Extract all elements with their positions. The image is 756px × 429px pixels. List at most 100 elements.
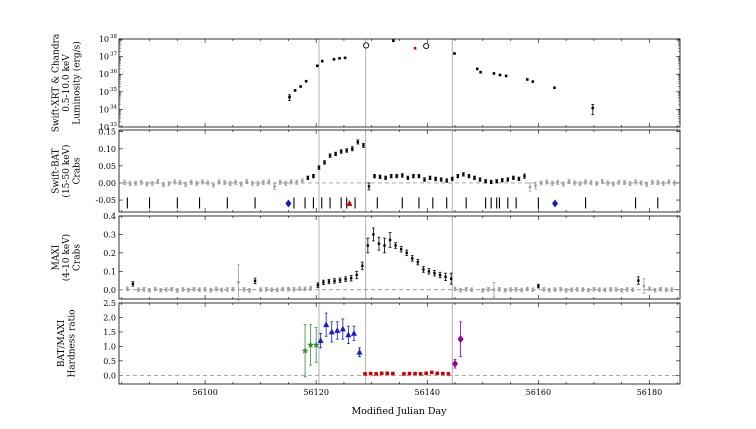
- observation-diamond-marker: [552, 199, 559, 208]
- maxi-black-point: [131, 282, 135, 286]
- bat-black-point: [378, 175, 382, 179]
- xrt-point: [320, 59, 324, 63]
- maxi-gray-point: [192, 288, 196, 291]
- maxi-gray-point: [653, 288, 657, 292]
- bat-gray-point: [145, 182, 148, 186]
- maxi-gray-point: [126, 287, 129, 291]
- bat-black-point: [334, 152, 337, 156]
- bat-gray-point: [217, 180, 221, 184]
- bat-gray-point: [589, 181, 593, 184]
- bat-black-point: [445, 179, 448, 182]
- bat-gray-point: [662, 182, 665, 185]
- maxi-black-point: [405, 251, 408, 255]
- xrt-point: [504, 74, 508, 78]
- bat-gray-point: [545, 180, 548, 184]
- bat-black-point: [373, 174, 376, 178]
- bat-gray-point: [140, 181, 143, 184]
- maxi-black-point: [388, 238, 392, 242]
- y-tick-label: 10: [99, 105, 109, 114]
- maxi-black-point: [416, 260, 420, 264]
- blue-triangle-point: [350, 329, 357, 336]
- maxi-gray-point: [165, 288, 168, 291]
- maxi-gray-point: [292, 288, 296, 291]
- panel-bat: -0.05 0.00 0.05 0.10 0.15 Swift-BAT (15-50 keV…: [52, 128, 681, 213]
- maxi-black-point: [444, 275, 447, 279]
- bat-black-point: [428, 176, 432, 180]
- maxi-gray-point: [587, 288, 590, 292]
- maxi-gray-point: [548, 288, 551, 292]
- maxi-gray-point: [503, 288, 507, 292]
- red-square-point: [363, 372, 367, 376]
- y-tick-label-exponent: 34: [110, 104, 117, 110]
- red-square-point: [407, 371, 412, 376]
- bat-black-point: [345, 149, 348, 152]
- bat-gray-point: [251, 182, 254, 185]
- axes-frame: [118, 215, 681, 300]
- bat-gray-point: [151, 182, 154, 185]
- maxi-gray-point: [526, 287, 529, 291]
- red-square-point: [424, 371, 428, 376]
- xrt-point: [304, 79, 308, 83]
- bat-black-point: [362, 144, 365, 147]
- red-square-point: [391, 371, 395, 376]
- maxi-gray-point: [287, 287, 290, 291]
- bat-black-point: [351, 147, 354, 150]
- bat-black-point: [495, 180, 498, 183]
- maxi-gray-point: [459, 288, 462, 292]
- maxi-gray-point: [631, 288, 634, 291]
- x-tick-label: 56180: [637, 388, 662, 397]
- bat-black-point: [328, 154, 332, 157]
- xrt-point: [392, 39, 395, 43]
- maxi-black-point: [427, 270, 431, 273]
- maxi-gray-point: [159, 288, 162, 292]
- bat-gray-point: [295, 181, 298, 184]
- maxi-gray-point: [487, 288, 490, 291]
- maxi-gray-point: [187, 288, 190, 292]
- maxi-black-point: [399, 248, 403, 251]
- bat-black-point: [339, 150, 343, 153]
- red-square-point: [418, 372, 423, 376]
- panel-maxi: 0.0 0.1 0.2 0.3 0.4 MAXI (4-10 keV) Crabs: [52, 212, 681, 301]
- bat-gray-point: [617, 181, 621, 184]
- y-tick-label: 0.05: [98, 162, 116, 171]
- maxi-gray-point: [581, 288, 584, 291]
- maxi-gray-point: [264, 288, 268, 291]
- y-axis-label: Crabs: [73, 157, 83, 184]
- x-axis-label: Modified Julian Day: [351, 406, 447, 417]
- bat-gray-point: [184, 183, 187, 186]
- bat-black-point: [401, 174, 404, 177]
- observation-triangle-marker: [346, 200, 353, 206]
- red-square-point: [385, 371, 390, 376]
- bat-gray-point: [628, 182, 632, 185]
- bat-gray-point: [551, 182, 554, 185]
- maxi-black-point: [383, 244, 386, 247]
- xrt-point: [332, 58, 336, 61]
- bat-black-point: [317, 166, 321, 169]
- y-tick-label: 10: [99, 88, 109, 97]
- blue-triangle-point: [334, 327, 341, 333]
- xrt-point: [338, 57, 341, 60]
- axes-frame: [118, 38, 681, 128]
- maxi-black-point: [355, 273, 358, 277]
- xrt-point: [531, 80, 535, 83]
- maxi-gray-point: [453, 287, 457, 291]
- maxi-gray-point: [620, 289, 623, 292]
- red-point: [413, 46, 417, 50]
- bat-gray-point: [173, 180, 176, 184]
- maxi-gray-point: [281, 288, 285, 291]
- axes-frame: [118, 129, 681, 213]
- observation-diamond-marker: [285, 199, 292, 208]
- bat-gray-point: [262, 181, 265, 184]
- bat-gray-point: [256, 182, 260, 185]
- bat-gray-point: [178, 181, 182, 184]
- maxi-gray-point: [553, 288, 557, 291]
- maxi-black-point: [637, 279, 640, 282]
- bat-black-point: [356, 140, 360, 144]
- y-tick-label: 2.0: [103, 313, 116, 322]
- maxi-gray-point: [570, 288, 573, 291]
- xrt-point: [479, 70, 482, 74]
- bat-black-point: [412, 174, 415, 178]
- maxi-gray-point: [270, 288, 273, 291]
- bat-black-point: [423, 178, 426, 181]
